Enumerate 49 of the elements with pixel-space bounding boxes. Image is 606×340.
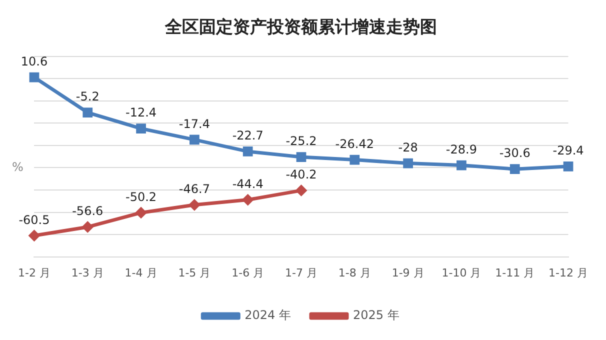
x-tick-label: 1-11 月 [495, 266, 535, 280]
x-tick-label: 1-4 月 [124, 266, 158, 280]
data-label: -56.6 [72, 204, 104, 218]
point [242, 146, 253, 156]
data-label: -29.4 [552, 144, 584, 158]
x-tick-label: 1-10 月 [442, 266, 482, 280]
point [189, 200, 200, 210]
y-axis-title: % [12, 160, 24, 174]
point [242, 194, 254, 206]
point [136, 207, 146, 218]
point [456, 160, 466, 170]
data-label: -28 [398, 140, 418, 154]
data-label: -17.4 [178, 116, 210, 131]
point [82, 222, 93, 232]
x-tick-label: 1-6 月 [232, 266, 264, 280]
data-label: -46.7 [178, 182, 210, 196]
data-label: -25.2 [286, 134, 317, 148]
point [510, 164, 520, 174]
data-label: -44.4 [232, 176, 264, 191]
x-tick-label: 1-8 月 [338, 266, 371, 280]
point [403, 158, 413, 168]
x-tick-label: 1-9 月 [392, 266, 424, 280]
point [296, 185, 306, 196]
data-label: -28.9 [446, 142, 477, 156]
point [28, 230, 40, 241]
data-label: -5.2 [76, 90, 100, 104]
data-label: -22.7 [232, 128, 264, 143]
legend-label: 2025 年 [353, 308, 400, 322]
x-tick-label: 1-7 月 [285, 266, 318, 280]
data-label: -30.6 [499, 146, 530, 160]
x-tick-label: 1-5 月 [178, 266, 211, 280]
point [82, 108, 93, 118]
data-label: -60.5 [18, 212, 50, 227]
point [136, 124, 146, 134]
x-tick-label: 1-2 月 [18, 266, 50, 280]
x-tick-label: 1-12 月 [548, 266, 588, 280]
x-tick-label: 1-3 月 [71, 266, 104, 280]
data-label: -12.4 [126, 106, 157, 120]
chart-title: 全区固定资产投资额累计增速走势图 [164, 18, 437, 38]
data-label: -40.2 [286, 168, 317, 182]
point [563, 161, 574, 172]
legend-label: 2024 年 [244, 308, 292, 322]
data-label: 10.6 [20, 54, 48, 68]
point [350, 154, 360, 165]
point [29, 72, 40, 82]
point [190, 134, 200, 145]
point [296, 152, 306, 162]
data-label: -50.2 [126, 190, 157, 204]
data-label: -26.42 [335, 136, 374, 151]
